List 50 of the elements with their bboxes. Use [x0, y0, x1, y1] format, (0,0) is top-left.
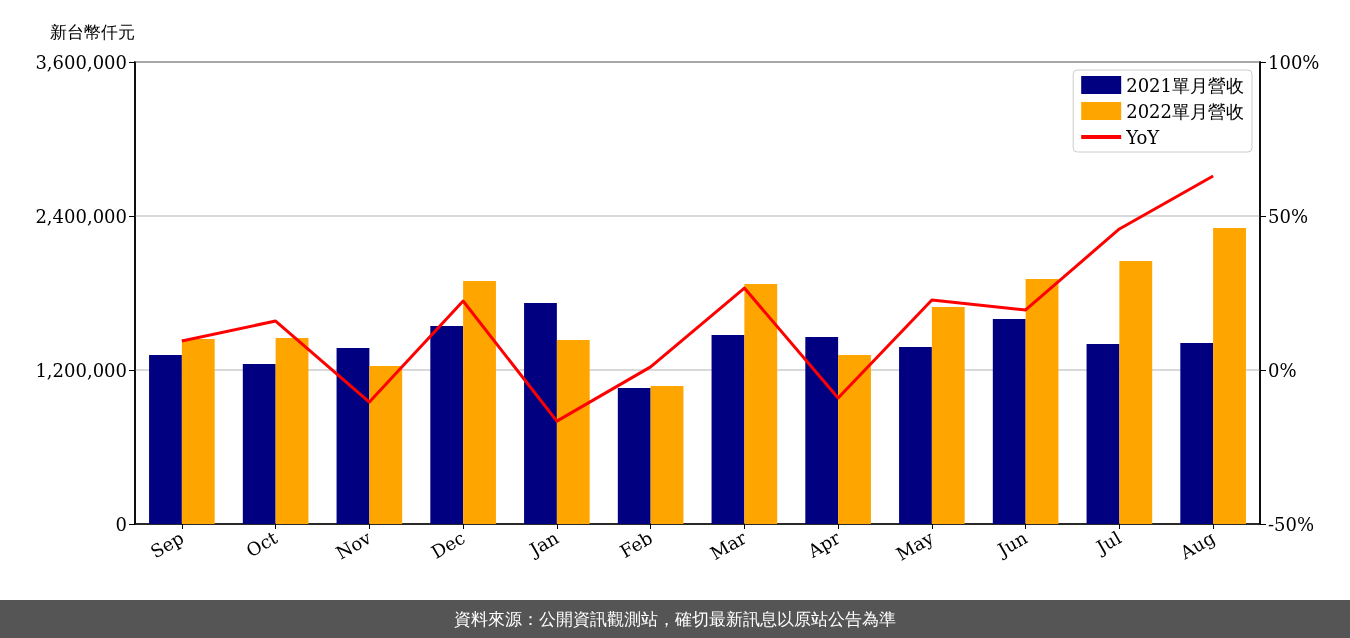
bar [1086, 343, 1120, 524]
y-tick-label: 1,200,000 [35, 359, 127, 381]
bar [275, 338, 309, 524]
x-tick-label: Jul [1091, 526, 1125, 559]
bar [336, 348, 370, 524]
bar [430, 325, 464, 524]
bar [650, 386, 684, 524]
legend-label: YoY [1125, 126, 1161, 148]
line-series [180, 174, 1215, 423]
bar [1180, 343, 1214, 524]
x-tick-label: Feb [616, 526, 656, 562]
x-tick-label: Oct [242, 526, 282, 562]
y-tick-label: 2,400,000 [35, 205, 127, 227]
bar [242, 363, 276, 524]
source-note: 資料來源：公開資訊觀測站，確切最新訊息以原站公告為準 [0, 600, 1350, 638]
x-tick-label: May [892, 526, 938, 565]
y-tick-label: 0 [115, 513, 127, 535]
y-tick-label: 3,600,000 [35, 51, 127, 73]
bar [805, 337, 839, 524]
bar [899, 347, 932, 524]
y2-tick-label: -50% [1268, 513, 1315, 535]
bar [992, 319, 1026, 524]
x-tick-label: Jun [992, 526, 1032, 562]
bar [1213, 228, 1246, 524]
x-tick-label: Mar [706, 526, 750, 564]
bar [181, 338, 215, 524]
legend-label: 2021單月營收 [1126, 74, 1244, 96]
x-tick-label: Sep [146, 526, 188, 563]
x-tick-label: Nov [332, 526, 376, 564]
x-tick-label: Jan [524, 526, 563, 561]
y2-tick-label: 100% [1268, 51, 1320, 73]
bar [1119, 261, 1153, 524]
y-axis-title: 新台幣仟元 [50, 21, 135, 42]
y2-tick-label: 50% [1268, 205, 1309, 227]
bar [1025, 279, 1059, 524]
bar [711, 334, 745, 524]
bar [744, 284, 778, 524]
bar [556, 339, 590, 524]
y2-tick-label: 0% [1268, 359, 1297, 381]
bar [149, 354, 182, 524]
bar [931, 306, 965, 524]
bar [524, 303, 557, 524]
bar [838, 354, 871, 524]
bar [463, 281, 496, 524]
bar [617, 387, 651, 524]
x-tick-label: Aug [1175, 526, 1219, 564]
x-tick-label: Dec [427, 526, 469, 563]
legend-label: 2022單月營收 [1126, 100, 1244, 122]
x-tick-label: Apr [803, 526, 844, 563]
bar [369, 366, 403, 524]
